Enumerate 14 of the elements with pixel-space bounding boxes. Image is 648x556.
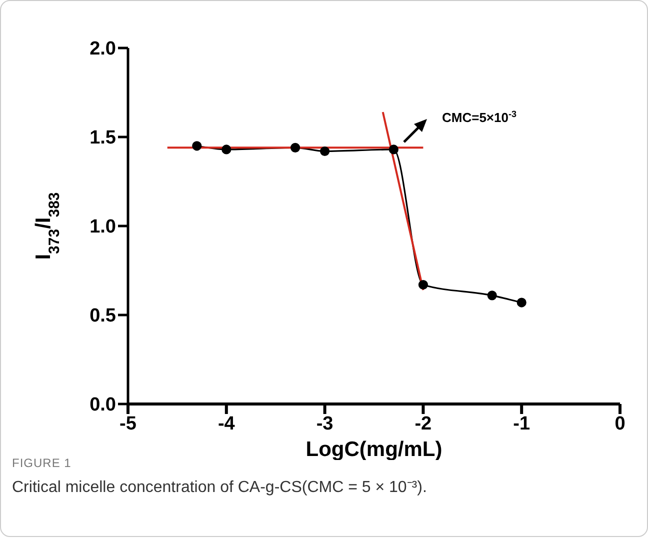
x-tick-label: -2: [414, 413, 432, 434]
text: Critical micelle concentration of CA-g-CS(CMC = 5 × 10⁻³).: [12, 478, 427, 497]
caption: FIGURE 1: [12, 456, 72, 470]
y-tick-label: 0.0: [90, 394, 116, 416]
x-tick-label: -3: [316, 413, 334, 434]
y-tick-label: 1.5: [90, 128, 116, 149]
x-tick-label: 0: [614, 413, 626, 434]
y-tick-label: 1.0: [90, 216, 116, 238]
annotation: CMC=5×10$^{-3}$: [442, 109, 516, 125]
x-tick-label: -5: [120, 413, 137, 434]
y-tick-label: 2.0: [90, 38, 116, 60]
x-tick-label: -1: [513, 413, 530, 434]
x-tick-label: -4: [218, 413, 236, 434]
y-tick-label: 0.5: [90, 306, 116, 327]
